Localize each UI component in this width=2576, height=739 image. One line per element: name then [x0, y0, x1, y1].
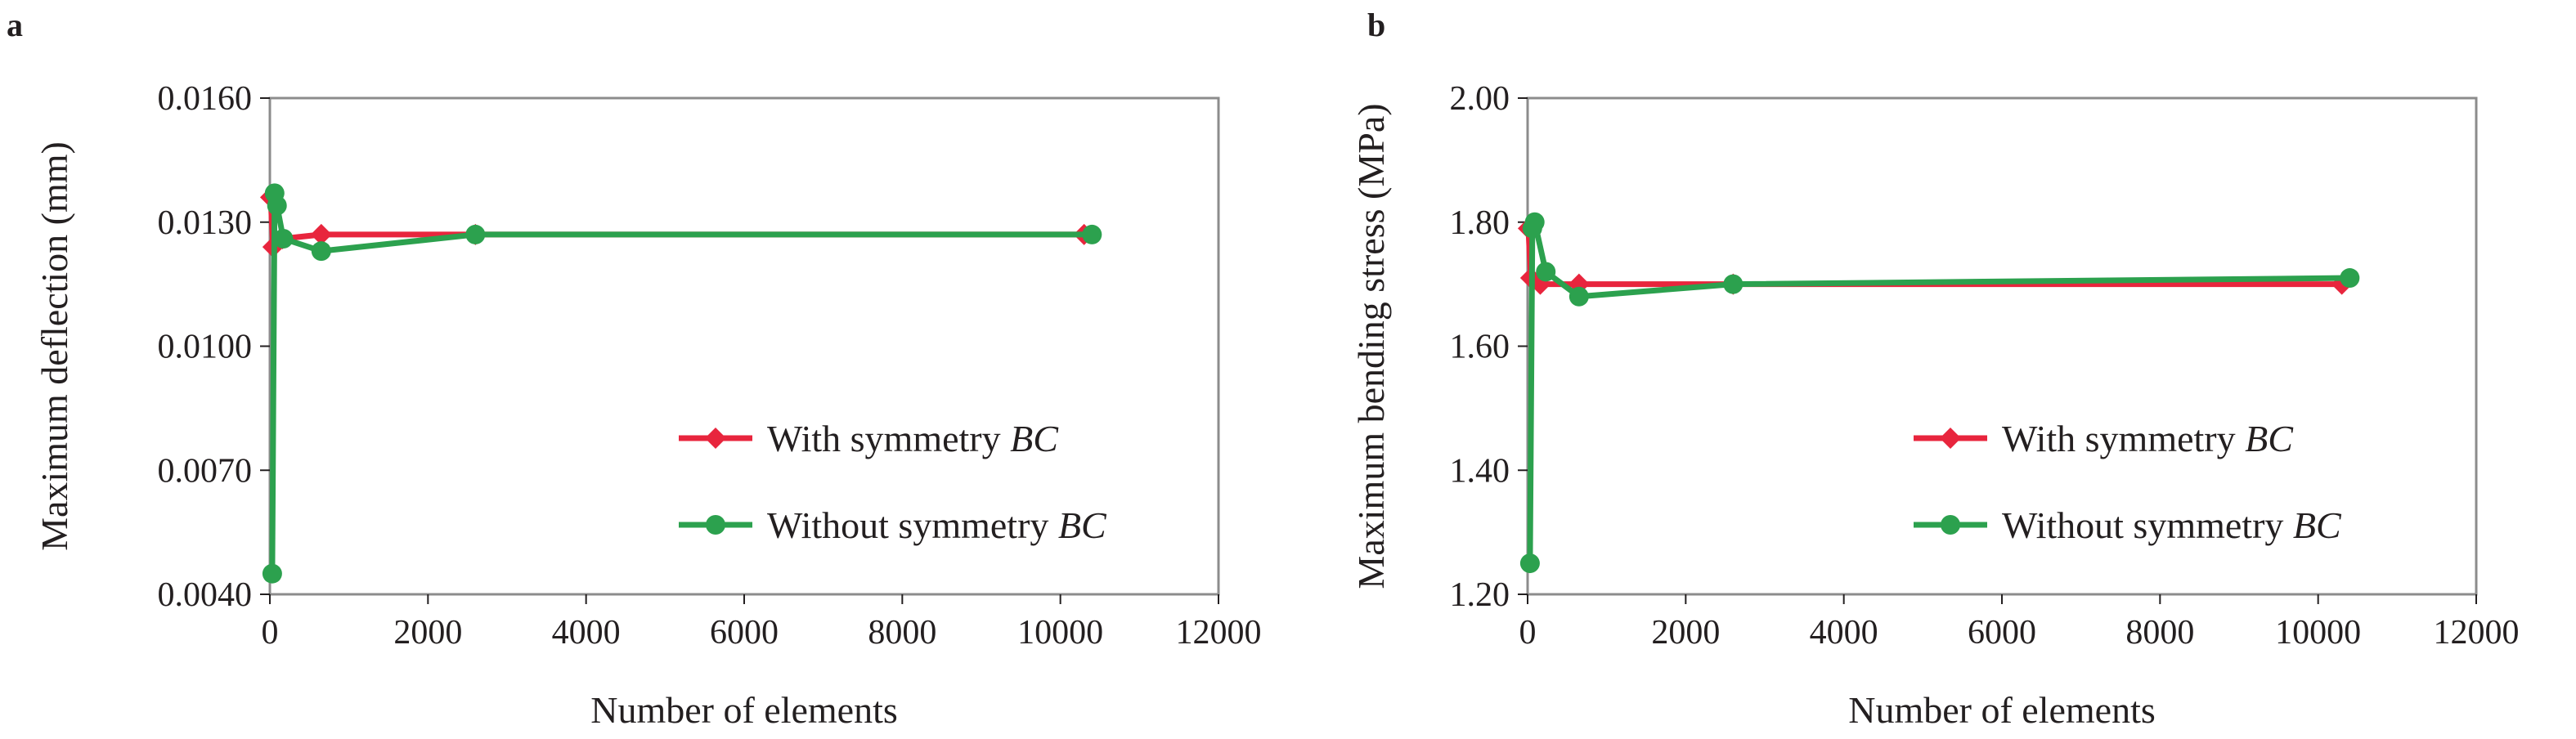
x-tick-label: 0: [262, 614, 279, 652]
x-tick-label: 12000: [1176, 614, 1262, 652]
x-axis-title: Number of elements: [1848, 689, 2156, 731]
y-tick-label: 1.40: [1450, 452, 1510, 490]
data-point-marker: [2340, 268, 2360, 289]
x-tick-label: 0: [1519, 614, 1537, 652]
y-tick-label: 0.0070: [158, 452, 253, 490]
x-axis-title: Number of elements: [590, 689, 898, 731]
y-axis-title: Maximum deflection (mm): [34, 141, 75, 551]
x-tick-label: 4000: [1810, 614, 1878, 652]
y-tick-label: 1.60: [1450, 329, 1510, 366]
legend-marker-swatch: [706, 515, 725, 535]
y-tick-label: 0.0100: [158, 329, 253, 366]
legend-marker-swatch: [1940, 428, 1961, 449]
x-tick-label: 12000: [2434, 614, 2520, 652]
data-point-marker: [273, 228, 294, 249]
y-tick-label: 0.0040: [158, 576, 253, 614]
panel-a: a 0.0040 0.0070 0.0100 0.0130 0.0160 0 2000 400…: [7, 7, 1262, 731]
legend-label: With symmetry BC: [767, 418, 1059, 459]
legend-label: With symmetry BC: [2002, 418, 2294, 459]
legend-marker-swatch: [1941, 515, 1960, 535]
y-tick-label: 2.00: [1450, 80, 1510, 118]
legend-entry-without-symmetry: Without symmetry BC: [1914, 504, 2342, 546]
x-tick-label: 10000: [1017, 614, 1103, 652]
x-tick-label: 2000: [393, 614, 462, 652]
data-point-marker: [1536, 262, 1556, 282]
data-point-marker: [267, 195, 287, 216]
data-point-marker: [465, 224, 486, 244]
y-tick-label: 0.0130: [158, 204, 253, 242]
legend-entry-with-symmetry: With symmetry BC: [679, 418, 1059, 459]
y-tick-label: 0.0160: [158, 80, 253, 118]
data-point-marker: [310, 223, 332, 245]
y-tick-label: 1.80: [1450, 204, 1510, 242]
panel-a-label: a: [7, 7, 23, 43]
panel-b: b 1.20 1.40 1.60 1.80 2.00 0 2000 4000 6000 8000 1…: [1350, 7, 2520, 731]
y-tick-label: 1.20: [1450, 576, 1510, 614]
legend-entry-with-symmetry: With symmetry BC: [1914, 418, 2294, 459]
data-point-marker: [262, 563, 282, 584]
x-tick-label: 2000: [1651, 614, 1720, 652]
legend-entry-without-symmetry: Without symmetry BC: [679, 504, 1107, 546]
panel-b-label: b: [1367, 7, 1385, 43]
legend-label: Without symmetry BC: [767, 504, 1107, 546]
legend-label: Without symmetry BC: [2002, 504, 2342, 546]
x-tick-label: 6000: [1968, 614, 2036, 652]
series-line-with-symmetry: [267, 197, 1084, 250]
series-line-with-symmetry: [1525, 228, 2342, 288]
x-tick-label: 8000: [868, 614, 936, 652]
x-tick-label: 6000: [710, 614, 779, 652]
data-point-marker: [311, 241, 331, 262]
y-axis-title: Maximum bending stress (MPa): [1350, 103, 1392, 589]
x-tick-label: 4000: [552, 614, 621, 652]
x-tick-label: 8000: [2125, 614, 2194, 652]
data-point-marker: [1082, 224, 1102, 244]
x-tick-label: 10000: [2275, 614, 2361, 652]
data-point-marker: [1519, 553, 1540, 574]
data-point-marker: [1723, 274, 1744, 294]
data-point-marker: [1568, 286, 1589, 307]
legend-marker-swatch: [705, 428, 726, 449]
data-point-marker: [1524, 212, 1545, 232]
